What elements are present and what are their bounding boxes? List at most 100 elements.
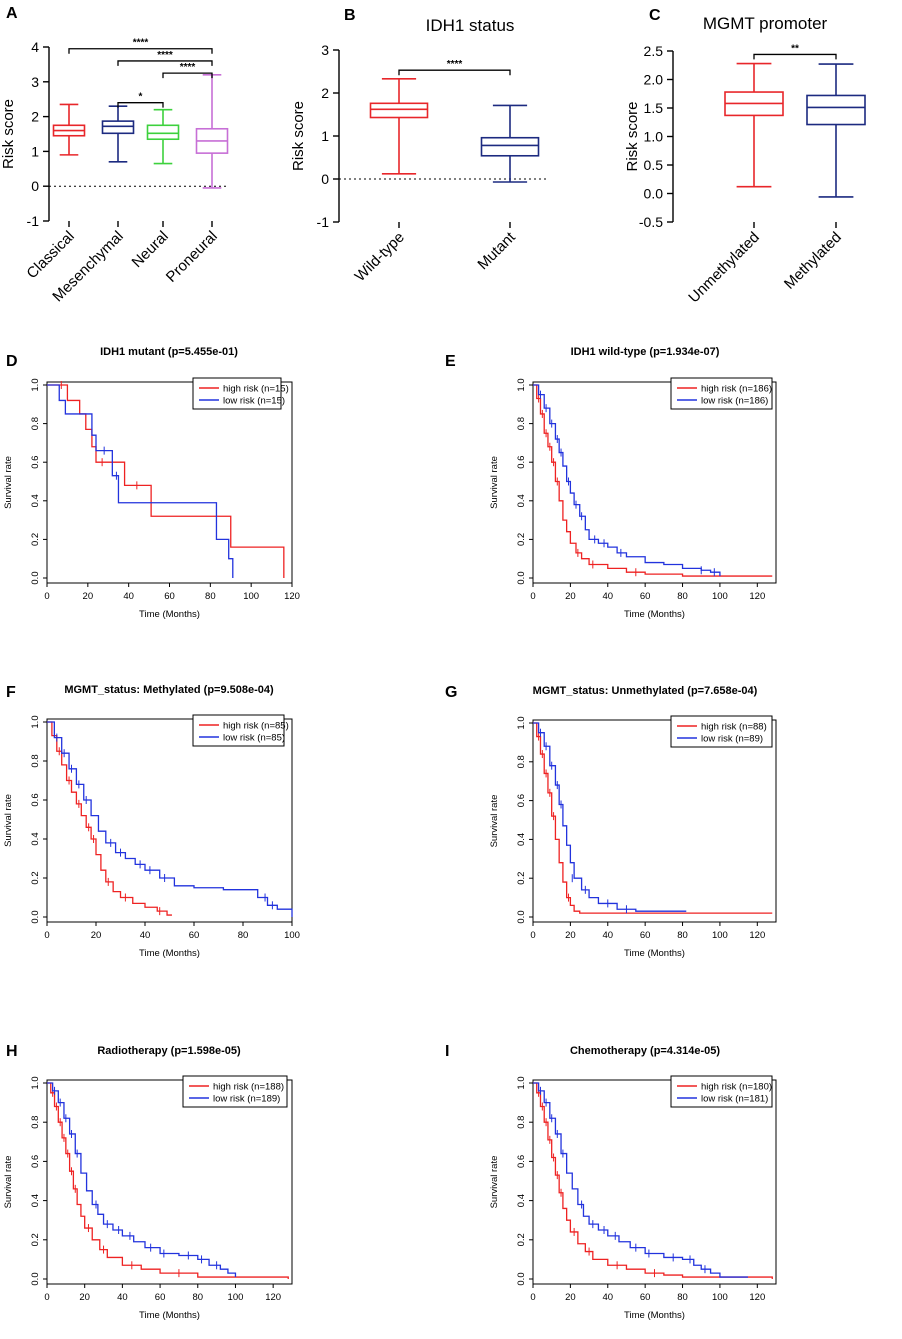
x-tick-label: 40 bbox=[602, 591, 613, 602]
x-axis-label: Time (Months) bbox=[624, 1310, 685, 1321]
legend-entry: high risk (n=188) bbox=[213, 1082, 284, 1093]
significance-label: ** bbox=[791, 43, 799, 54]
legend-entry: high risk (n=15) bbox=[223, 384, 289, 395]
legend: high risk (n=88)low risk (n=89) bbox=[670, 715, 773, 748]
panel-E: E IDH1 wild-type (p=1.934e-07) 0.0 0.2 0.4 0.… bbox=[445, 346, 777, 620]
plot-frame bbox=[532, 1079, 777, 1285]
y-tick-label: 0.8 bbox=[516, 417, 527, 430]
legend-entry: low risk (n=15) bbox=[223, 396, 285, 407]
y-tick-label: 0.6 bbox=[30, 456, 41, 469]
x-tick-label: 80 bbox=[677, 1292, 688, 1303]
legend-box bbox=[670, 1075, 773, 1108]
y-tick-label: 0.2 bbox=[30, 533, 41, 546]
legend-entry: low risk (n=181) bbox=[701, 1094, 768, 1105]
y-tick-label: 1.0 bbox=[516, 1076, 527, 1089]
x-tick-label: Unmethylated bbox=[685, 229, 762, 306]
legend: high risk (n=186)low risk (n=186) bbox=[670, 377, 773, 410]
legend: high risk (n=180)low risk (n=181) bbox=[670, 1075, 773, 1108]
chart-title: IDH1 status bbox=[426, 16, 515, 35]
km-series-high-risk bbox=[47, 1082, 289, 1279]
y-tick-label: 0.8 bbox=[516, 755, 527, 768]
x-tick-label: 40 bbox=[602, 1292, 613, 1303]
legend-entry: low risk (n=89) bbox=[701, 734, 763, 745]
km-curve bbox=[47, 721, 293, 917]
x-axis-label: Time (Months) bbox=[624, 948, 685, 959]
y-axis-label: Survival rate bbox=[489, 795, 500, 848]
y-tick-label: 0.4 bbox=[516, 1194, 527, 1207]
x-tick-label: 120 bbox=[749, 591, 765, 602]
x-tick-label: 120 bbox=[749, 930, 765, 941]
y-tick-label: 0.6 bbox=[516, 456, 527, 469]
y-tick-label: 0.6 bbox=[516, 1155, 527, 1168]
x-tick-label: 60 bbox=[640, 1292, 651, 1303]
y-tick-label: 0.0 bbox=[516, 571, 527, 584]
y-tick-label: 1.0 bbox=[516, 716, 527, 729]
significance-bracket bbox=[117, 102, 164, 108]
x-tick-label: 80 bbox=[677, 591, 688, 602]
panel-F: F MGMT_status: Methylated (p=9.508e-04) 0.… bbox=[3, 684, 300, 959]
legend: high risk (n=15)low risk (n=15) bbox=[192, 377, 289, 410]
y-tick-label: 0.2 bbox=[30, 1233, 41, 1246]
x-tick-label: 100 bbox=[712, 591, 728, 602]
plot-frame bbox=[46, 1079, 293, 1285]
chart-title: MGMT_status: Unmethylated (p=7.658e-04) bbox=[533, 685, 758, 697]
legend-entry: high risk (n=85) bbox=[223, 721, 289, 732]
km-curve bbox=[47, 384, 234, 578]
y-tick-label: 0.2 bbox=[30, 871, 41, 884]
y-tick-label: 0.2 bbox=[516, 1233, 527, 1246]
x-tick-label: 0 bbox=[44, 930, 49, 941]
x-tick-label: 0 bbox=[530, 1292, 535, 1303]
y-tick-label: 1.0 bbox=[516, 378, 527, 391]
x-axis-label: Time (Months) bbox=[139, 609, 200, 620]
x-tick-label: Proneural bbox=[163, 228, 221, 286]
x-tick-label: 0 bbox=[530, 591, 535, 602]
panel-label: C bbox=[649, 7, 661, 24]
y-tick-label: 1.0 bbox=[644, 129, 664, 145]
y-tick-label: 0.0 bbox=[516, 1272, 527, 1285]
km-series-low-risk bbox=[47, 1082, 237, 1278]
box-mesenchymal bbox=[101, 105, 135, 163]
x-tick-label: Neural bbox=[129, 228, 172, 271]
y-tick-label: 3 bbox=[321, 42, 329, 58]
y-axis-label: Risk score bbox=[624, 101, 641, 171]
km-curve bbox=[533, 384, 721, 577]
y-tick-label: 0 bbox=[31, 178, 39, 194]
box-methylated bbox=[806, 63, 866, 198]
km-curve bbox=[47, 1082, 237, 1278]
plot-frame bbox=[46, 381, 293, 584]
significance-bracket bbox=[117, 60, 213, 66]
y-tick-label: 0.4 bbox=[30, 494, 41, 507]
km-series-high-risk bbox=[533, 722, 773, 914]
box-iqr bbox=[101, 120, 135, 135]
x-tick-label: Mutant bbox=[474, 228, 519, 273]
legend-box bbox=[192, 377, 282, 410]
significance-label: **** bbox=[180, 62, 196, 73]
x-tick-label: 40 bbox=[117, 1292, 128, 1303]
significance-label: **** bbox=[157, 50, 173, 61]
y-tick-label: 0.4 bbox=[30, 832, 41, 845]
significance-label: **** bbox=[133, 38, 149, 49]
x-tick-label: 100 bbox=[712, 930, 728, 941]
y-axis-label: Survival rate bbox=[489, 456, 500, 509]
panel-B: B IDH1 status -1 0 1 2 3 Risk score Wild-type Mut… bbox=[290, 7, 546, 285]
y-tick-label: 0.5 bbox=[644, 157, 664, 173]
y-tick-label: 0.0 bbox=[644, 186, 664, 202]
x-tick-label: 120 bbox=[265, 1292, 281, 1303]
km-series-low-risk bbox=[533, 384, 721, 577]
x-tick-label: 20 bbox=[91, 930, 102, 941]
chart-title: IDH1 mutant (p=5.455e-01) bbox=[100, 346, 238, 358]
legend-entry: high risk (n=186) bbox=[701, 384, 772, 395]
y-tick-label: 0.4 bbox=[516, 833, 527, 846]
x-tick-label: 80 bbox=[677, 930, 688, 941]
chart-title: IDH1 wild-type (p=1.934e-07) bbox=[571, 346, 720, 358]
y-tick-label: 2 bbox=[321, 85, 329, 101]
panel-I: I Chemotherapy (p=4.314e-05) 0.0 0.2 0.4 0.6 0… bbox=[445, 1043, 777, 1321]
y-tick-label: 1 bbox=[321, 128, 329, 144]
y-tick-label: -0.5 bbox=[639, 214, 663, 230]
box-classical bbox=[52, 103, 86, 156]
box-iqr bbox=[146, 124, 180, 141]
x-tick-label: 60 bbox=[155, 1292, 166, 1303]
legend-entry: high risk (n=180) bbox=[701, 1082, 772, 1093]
km-series-high-risk bbox=[533, 1082, 773, 1279]
x-tick-label: 80 bbox=[192, 1292, 203, 1303]
